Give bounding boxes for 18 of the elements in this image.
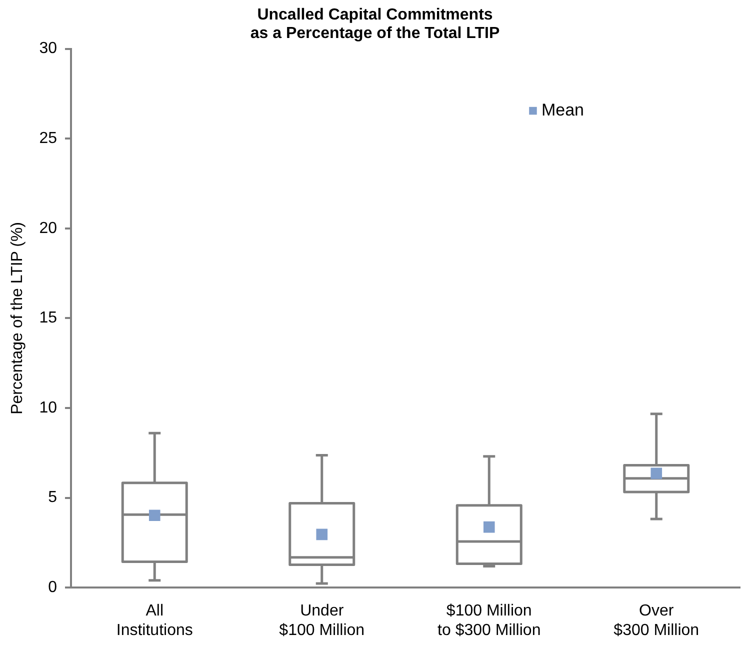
legend-label: Mean xyxy=(541,100,584,120)
y-tick-label: 20 xyxy=(39,220,58,237)
chart-title: Uncalled Capital Commitments as a Percentage of the Total LTIP xyxy=(250,6,500,42)
point xyxy=(148,510,160,522)
x-tick-label: Over $300 Million xyxy=(614,602,700,639)
y-tick-label: 15 xyxy=(39,310,58,327)
y-tick-label: 0 xyxy=(48,579,58,596)
point xyxy=(316,528,328,540)
y-tick-label: 5 xyxy=(48,489,58,506)
x-tick-label: All Institutions xyxy=(116,602,193,639)
y-axis-title: Percentage of the LTIP (%) xyxy=(9,222,26,414)
y-tick-label: 25 xyxy=(39,130,58,148)
x-tick-label: $100 Million to $300 Million xyxy=(438,602,541,639)
point xyxy=(483,521,495,533)
x-tick-label: Under $100 Million xyxy=(279,602,365,639)
y-tick-label: 10 xyxy=(39,399,58,416)
y-tick-label: 30 xyxy=(39,40,58,58)
point xyxy=(650,468,662,480)
